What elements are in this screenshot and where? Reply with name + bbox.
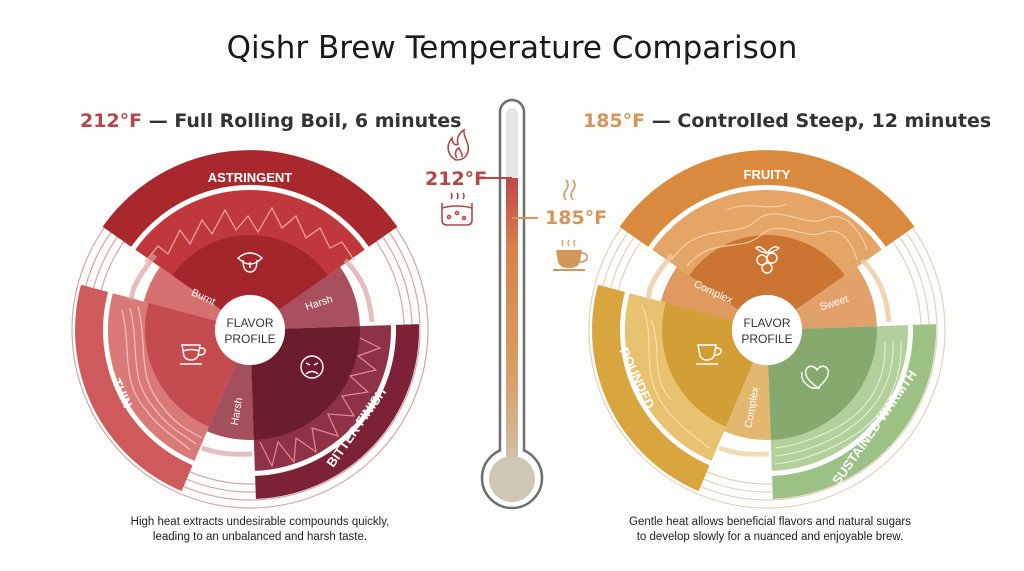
angry-face-icon: [300, 355, 324, 379]
cup-icon-right: [696, 344, 722, 365]
sweet-segment: [795, 266, 877, 329]
right-center-label-1: FLAVOR: [743, 316, 790, 330]
right-caption-line-1: Gentle heat allows beneficial flavors an…: [629, 516, 911, 528]
fruity-label: FRUITY: [744, 167, 791, 182]
bitter-finish-outer-band: [255, 324, 420, 499]
complex-bottom-segment: [724, 362, 771, 440]
left-center-label-2: PROFILE: [224, 332, 275, 346]
left-heading-text: — Full Rolling Boil, 6 minutes: [142, 110, 462, 132]
right-flavor-wheel: [588, 150, 946, 509]
page-title: Qishr Brew Temperature Comparison: [226, 30, 798, 66]
complex-top-segment: [660, 266, 739, 321]
harsh-bottom-segment: [207, 362, 254, 440]
right-heading: 185°F — Controlled Steep, 12 minutes: [583, 110, 991, 132]
left-heading: 212°F — Full Rolling Boil, 6 minutes: [80, 110, 461, 132]
berries-icon: [755, 246, 781, 274]
left-caption-line-1: High heat extracts undesirable compounds…: [130, 516, 390, 528]
thermometer-low-label: 185°F: [545, 207, 608, 229]
steam-icon: [563, 179, 576, 201]
heart-hands-icon: [801, 365, 830, 389]
left-center-circle: [215, 295, 285, 365]
right-caption-line-2: to develop slowly for a nuanced and enjo…: [636, 531, 904, 543]
left-caption-line-2: leading to an unbalanced and harsh taste…: [152, 531, 368, 543]
fruity-outer-band: [619, 150, 915, 247]
harsh-bottom-label: Harsh: [229, 396, 246, 426]
flame-icon: [447, 128, 470, 161]
left-caption: High heat extracts undesirable compounds…: [110, 515, 410, 545]
right-caption: Gentle heat allows beneficial flavors an…: [600, 515, 940, 545]
right-center-circle: [732, 295, 802, 365]
left-heading-temp: 212°F: [80, 110, 143, 132]
thermometer-high-label: 212°F: [425, 168, 488, 190]
rounded-outer-band: [592, 284, 710, 492]
cup-icon-left: [180, 344, 206, 365]
thermometer: [441, 98, 588, 510]
left-center-label-1: FLAVOR: [226, 316, 273, 330]
harsh-right-segment: [278, 266, 360, 329]
right-heading-text: — Controlled Steep, 12 minutes: [645, 110, 992, 132]
thermometer-mercury: [506, 178, 518, 468]
astringent-label: ASTRINGENT: [208, 170, 293, 185]
right-heading-temp: 185°F: [583, 110, 646, 132]
right-center-label-2: PROFILE: [741, 332, 792, 346]
thin-outer-band: [75, 284, 193, 492]
burnt-segment: [143, 266, 222, 321]
boiling-pot-icon: [441, 192, 473, 226]
sustained-warmth-outer-band: [772, 324, 937, 499]
astringent-outer-band: [102, 150, 398, 247]
tongue-icon: [236, 252, 264, 273]
coffee-cup-icon: [553, 239, 588, 271]
